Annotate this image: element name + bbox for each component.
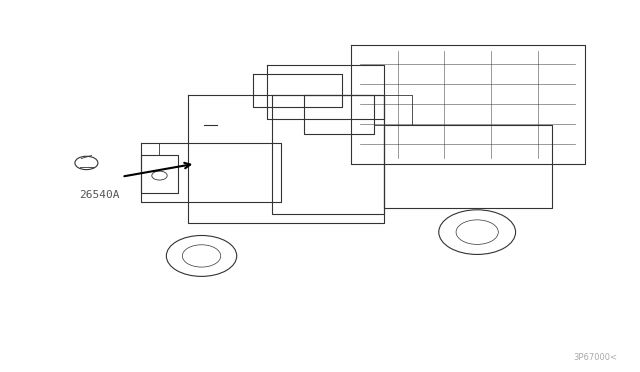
Text: 3P67000<: 3P67000< [573, 353, 617, 362]
Text: 26540A: 26540A [79, 190, 120, 200]
